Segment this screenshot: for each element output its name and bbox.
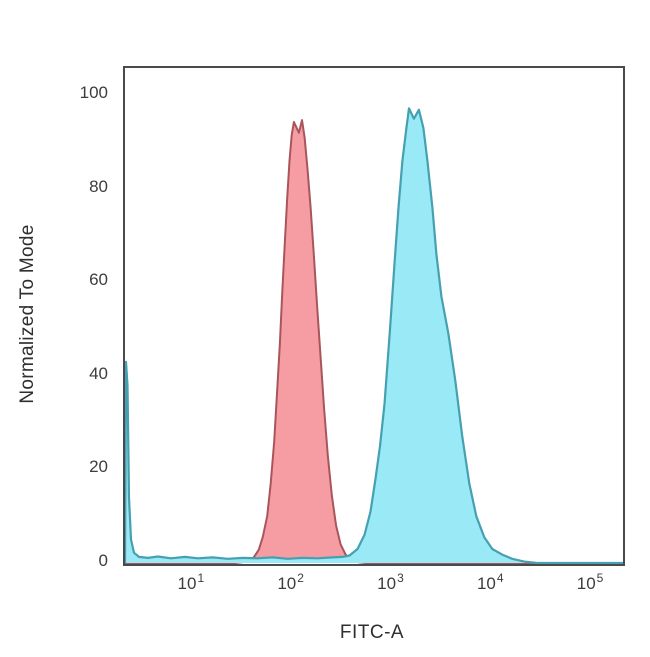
x-tick-base: 10 <box>177 574 197 593</box>
x-tick-base: 10 <box>576 574 596 593</box>
x-tick-base: 10 <box>277 574 297 593</box>
x-tick-label-1e4: 104 <box>476 571 504 594</box>
x-tick-base: 10 <box>476 574 496 593</box>
plot-area <box>123 66 625 566</box>
y-tick-label-40: 40 <box>89 363 108 383</box>
y-tick-label-80: 80 <box>89 176 108 196</box>
y-tick-label-100: 100 <box>79 83 108 103</box>
x-tick-label-1e5: 105 <box>576 571 604 594</box>
y-tick-label-20: 20 <box>89 457 108 477</box>
cyan-test-histogram-outline <box>125 107 623 564</box>
x-tick-base: 10 <box>377 574 397 593</box>
x-axis-title: FITC-A <box>339 622 405 643</box>
x-tick-exponent: 5 <box>596 571 604 585</box>
histogram-overlay-chart <box>125 107 623 564</box>
x-tick-label-1e2: 102 <box>277 571 304 594</box>
y-tick-label-60: 60 <box>89 270 108 290</box>
x-tick-exponent: 3 <box>397 571 404 585</box>
y-axis-title: Normalized To Mode <box>17 224 38 404</box>
x-tick-label-1e3: 103 <box>377 571 404 594</box>
x-tick-exponent: 2 <box>297 571 304 585</box>
red-control-histogram-outline <box>125 119 623 564</box>
y-tick-label-0: 0 <box>98 551 108 570</box>
x-tick-exponent: 4 <box>496 571 504 585</box>
x-tick-label-1e1: 101 <box>177 571 205 594</box>
x-tick-exponent: 1 <box>197 571 205 585</box>
